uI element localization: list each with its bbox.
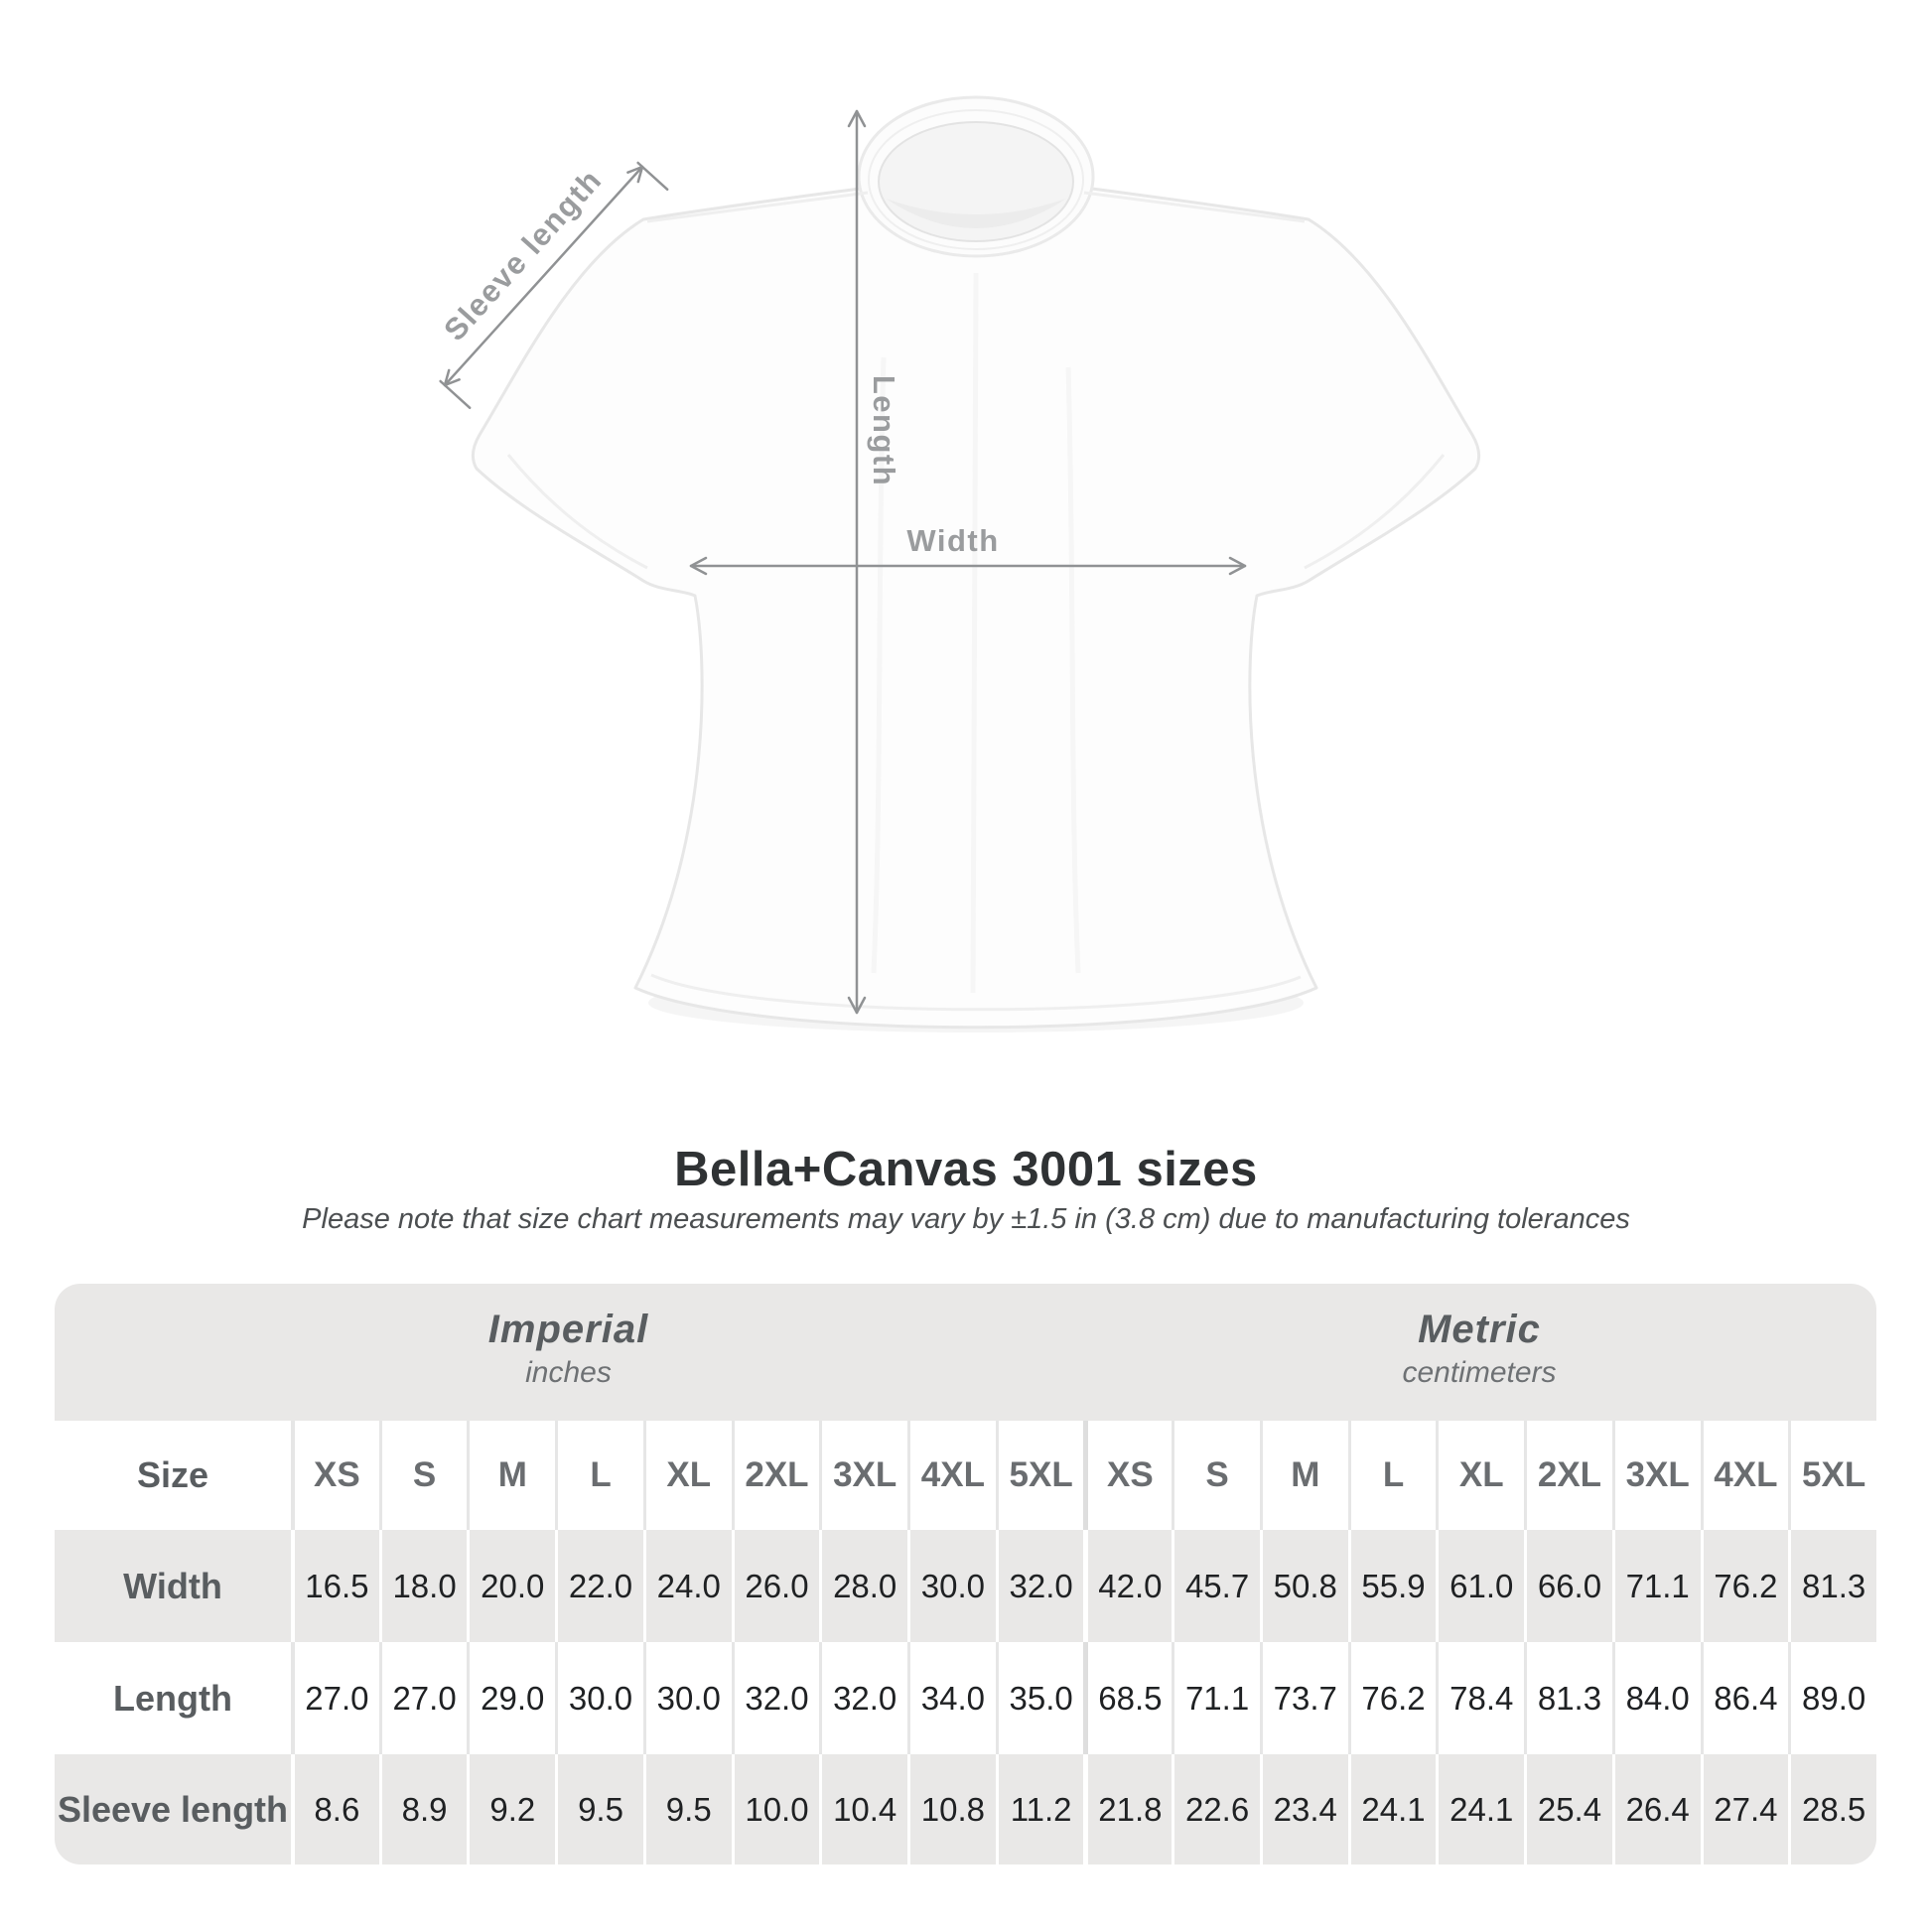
size-header-metric-xs: XS xyxy=(1083,1421,1173,1530)
cell-length-imperial-m: 29.0 xyxy=(467,1642,556,1754)
fabric-wrinkles xyxy=(871,272,1081,994)
size-header-metric-s: S xyxy=(1172,1421,1260,1530)
size-header-imperial-4xl: 4XL xyxy=(907,1421,996,1530)
cell-length-imperial-s: 27.0 xyxy=(378,1642,468,1754)
sleeve-length-arrow xyxy=(439,161,669,410)
cell-length-imperial-5xl: 35.0 xyxy=(995,1642,1084,1754)
size-header-metric-5xl: 5XL xyxy=(1788,1421,1876,1530)
page-title: Bella+Canvas 3001 sizes xyxy=(674,1143,1258,1196)
cell-length-imperial-xs: 27.0 xyxy=(291,1642,379,1754)
cell-sleeve-length-imperial-3xl: 10.4 xyxy=(819,1754,908,1864)
size-table: Imperial inches Metric centimeters Size X… xyxy=(55,1284,1876,1864)
size-header-imperial-3xl: 3XL xyxy=(819,1421,908,1530)
cell-sleeve-length-imperial-2xl: 10.0 xyxy=(731,1754,820,1864)
size-column-header: Size xyxy=(55,1421,291,1530)
unit-group-band: Imperial inches Metric centimeters xyxy=(55,1284,1876,1421)
cell-length-metric-s: 71.1 xyxy=(1172,1642,1260,1754)
size-header-metric-m: M xyxy=(1259,1421,1348,1530)
cell-sleeve-length-imperial-4xl: 10.8 xyxy=(907,1754,996,1864)
cell-width-imperial-s: 18.0 xyxy=(378,1530,468,1642)
size-header-metric-xl: XL xyxy=(1436,1421,1525,1530)
cell-length-imperial-3xl: 32.0 xyxy=(819,1642,908,1754)
cell-length-imperial-l: 30.0 xyxy=(555,1642,643,1754)
cell-sleeve-length-imperial-m: 9.2 xyxy=(467,1754,556,1864)
cell-sleeve-length-metric-s: 22.6 xyxy=(1172,1754,1260,1864)
width-label: Width xyxy=(906,523,1000,558)
cell-width-imperial-m: 20.0 xyxy=(467,1530,556,1642)
size-header-metric-3xl: 3XL xyxy=(1611,1421,1701,1530)
cell-length-imperial-2xl: 32.0 xyxy=(731,1642,820,1754)
tshirt-diagram: Sleeve length Length Width xyxy=(328,60,1569,1112)
cell-width-imperial-5xl: 32.0 xyxy=(995,1530,1084,1642)
cell-length-metric-xs: 68.5 xyxy=(1083,1642,1173,1754)
row-label-length: Length xyxy=(55,1642,291,1754)
cell-width-imperial-2xl: 26.0 xyxy=(731,1530,820,1642)
cell-length-metric-l: 76.2 xyxy=(1347,1642,1437,1754)
size-header-metric-4xl: 4XL xyxy=(1700,1421,1789,1530)
size-header-imperial-xs: XS xyxy=(291,1421,379,1530)
cell-width-metric-l: 55.9 xyxy=(1347,1530,1437,1642)
row-label-sleeve-length: Sleeve length xyxy=(55,1754,291,1864)
tshirt-graphic xyxy=(439,95,1481,1033)
cell-width-imperial-4xl: 30.0 xyxy=(907,1530,996,1642)
length-label: Length xyxy=(867,374,901,487)
size-header-imperial-m: M xyxy=(467,1421,556,1530)
cell-sleeve-length-metric-5xl: 28.5 xyxy=(1788,1754,1876,1864)
cell-sleeve-length-metric-3xl: 26.4 xyxy=(1611,1754,1701,1864)
cell-length-metric-3xl: 84.0 xyxy=(1611,1642,1701,1754)
cell-length-metric-m: 73.7 xyxy=(1259,1642,1348,1754)
cell-sleeve-length-metric-xs: 21.8 xyxy=(1083,1754,1173,1864)
page-subtitle: Please note that size chart measurements… xyxy=(302,1203,1630,1235)
size-header-imperial-2xl: 2XL xyxy=(731,1421,820,1530)
size-header-imperial-xl: XL xyxy=(642,1421,732,1530)
length-arrow xyxy=(847,109,867,1015)
size-header-imperial-l: L xyxy=(555,1421,643,1530)
size-header-imperial-s: S xyxy=(378,1421,468,1530)
imperial-group-unit: inches xyxy=(525,1356,612,1389)
imperial-group-header: Imperial inches xyxy=(55,1284,1082,1421)
cell-length-imperial-xl: 30.0 xyxy=(642,1642,732,1754)
cell-length-metric-5xl: 89.0 xyxy=(1788,1642,1876,1754)
size-header-metric-2xl: 2XL xyxy=(1524,1421,1612,1530)
collar-seam xyxy=(868,109,1084,250)
cell-width-metric-4xl: 76.2 xyxy=(1700,1530,1789,1642)
cell-width-metric-s: 45.7 xyxy=(1172,1530,1260,1642)
cell-sleeve-length-imperial-xs: 8.6 xyxy=(291,1754,379,1864)
width-arrow xyxy=(689,556,1247,576)
cell-width-metric-xs: 42.0 xyxy=(1083,1530,1173,1642)
cell-length-metric-xl: 78.4 xyxy=(1436,1642,1525,1754)
size-table-grid: Size XS S M L XL 2XL 3XL 4XL 5XL XS S M L XL 2XL 3XL 4XL 5… xyxy=(55,1421,1876,1864)
cell-sleeve-length-metric-m: 23.4 xyxy=(1259,1754,1348,1864)
cell-width-metric-m: 50.8 xyxy=(1259,1530,1348,1642)
metric-group-unit: centimeters xyxy=(1402,1356,1557,1389)
cell-sleeve-length-metric-4xl: 27.4 xyxy=(1700,1754,1789,1864)
cell-length-metric-4xl: 86.4 xyxy=(1700,1642,1789,1754)
cell-width-metric-xl: 61.0 xyxy=(1436,1530,1525,1642)
cell-width-imperial-xl: 24.0 xyxy=(642,1530,732,1642)
cell-width-metric-2xl: 66.0 xyxy=(1524,1530,1612,1642)
cell-sleeve-length-imperial-5xl: 11.2 xyxy=(995,1754,1084,1864)
row-label-width: Width xyxy=(55,1530,291,1642)
cell-sleeve-length-imperial-l: 9.5 xyxy=(555,1754,643,1864)
cell-width-metric-3xl: 71.1 xyxy=(1611,1530,1701,1642)
size-header-imperial-5xl: 5XL xyxy=(995,1421,1084,1530)
cell-sleeve-length-imperial-xl: 9.5 xyxy=(642,1754,732,1864)
metric-group-header: Metric centimeters xyxy=(1082,1284,1876,1421)
cell-sleeve-length-metric-xl: 24.1 xyxy=(1436,1754,1525,1864)
cell-length-imperial-4xl: 34.0 xyxy=(907,1642,996,1754)
imperial-group-title: Imperial xyxy=(487,1308,649,1351)
cell-width-imperial-l: 22.0 xyxy=(555,1530,643,1642)
cell-width-imperial-xs: 16.5 xyxy=(291,1530,379,1642)
cell-length-metric-2xl: 81.3 xyxy=(1524,1642,1612,1754)
cell-sleeve-length-metric-2xl: 25.4 xyxy=(1524,1754,1612,1864)
shirt-seams xyxy=(506,191,1446,1012)
cell-width-metric-5xl: 81.3 xyxy=(1788,1530,1876,1642)
cell-sleeve-length-metric-l: 24.1 xyxy=(1347,1754,1437,1864)
cell-sleeve-length-imperial-s: 8.9 xyxy=(378,1754,468,1864)
size-header-metric-l: L xyxy=(1347,1421,1437,1530)
metric-group-title: Metric xyxy=(1418,1308,1541,1351)
cell-width-imperial-3xl: 28.0 xyxy=(819,1530,908,1642)
neck-inner-shadow xyxy=(886,199,1066,228)
